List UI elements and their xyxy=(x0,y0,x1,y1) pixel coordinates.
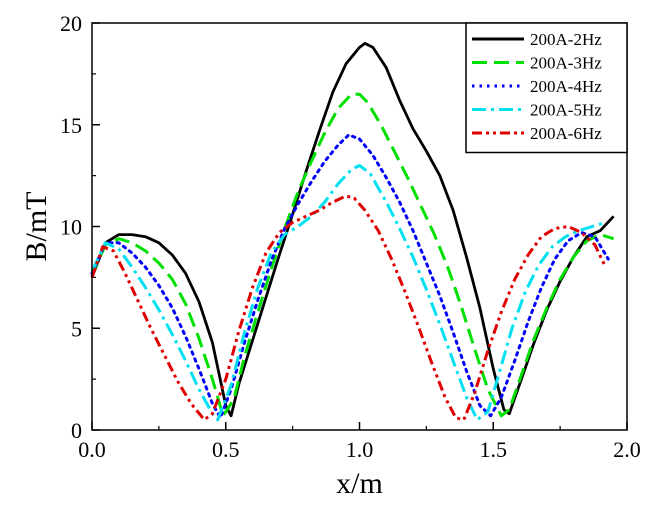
tick-labels: 0.0 0.5 1.0 1.5 2.0 0 5 10 15 20 xyxy=(60,11,641,462)
legend-label: 200A-3Hz xyxy=(530,54,602,73)
legend-box xyxy=(465,22,628,154)
y-tick-label: 20 xyxy=(60,11,82,36)
x-tick-label: 1.0 xyxy=(346,437,374,462)
y-tick-label: 15 xyxy=(60,113,82,138)
legend-label: 200A-5Hz xyxy=(530,101,602,120)
x-tick-label: 0.0 xyxy=(78,437,106,462)
y-tick-label: 10 xyxy=(60,215,82,240)
series-line-200A-4Hz xyxy=(90,133,610,420)
x-axis-label: x/m xyxy=(336,467,383,500)
legend-label: 200A-6Hz xyxy=(530,124,602,143)
y-tick-label: 5 xyxy=(71,316,82,341)
series-line-200A-6Hz xyxy=(90,194,607,422)
series-line-200A-2Hz xyxy=(90,42,615,418)
legend: 200A-2Hz 200A-3Hz 200A-4Hz 200A-5Hz 200A-6Hz xyxy=(465,22,628,154)
x-tick-label: 1.5 xyxy=(480,437,508,462)
legend-label: 200A-4Hz xyxy=(530,77,602,96)
x-tick-label: 2.0 xyxy=(613,437,641,462)
legend-label: 200A-2Hz xyxy=(530,30,602,49)
series-line-200A-3Hz xyxy=(90,92,615,418)
series-lines xyxy=(90,42,615,422)
y-axis-label: B/mT xyxy=(20,191,53,261)
x-tick-label: 0.5 xyxy=(212,437,240,462)
series-line-200A-5Hz xyxy=(90,163,607,422)
plot-frame xyxy=(91,22,628,431)
y-tick-label: 0 xyxy=(71,418,82,443)
